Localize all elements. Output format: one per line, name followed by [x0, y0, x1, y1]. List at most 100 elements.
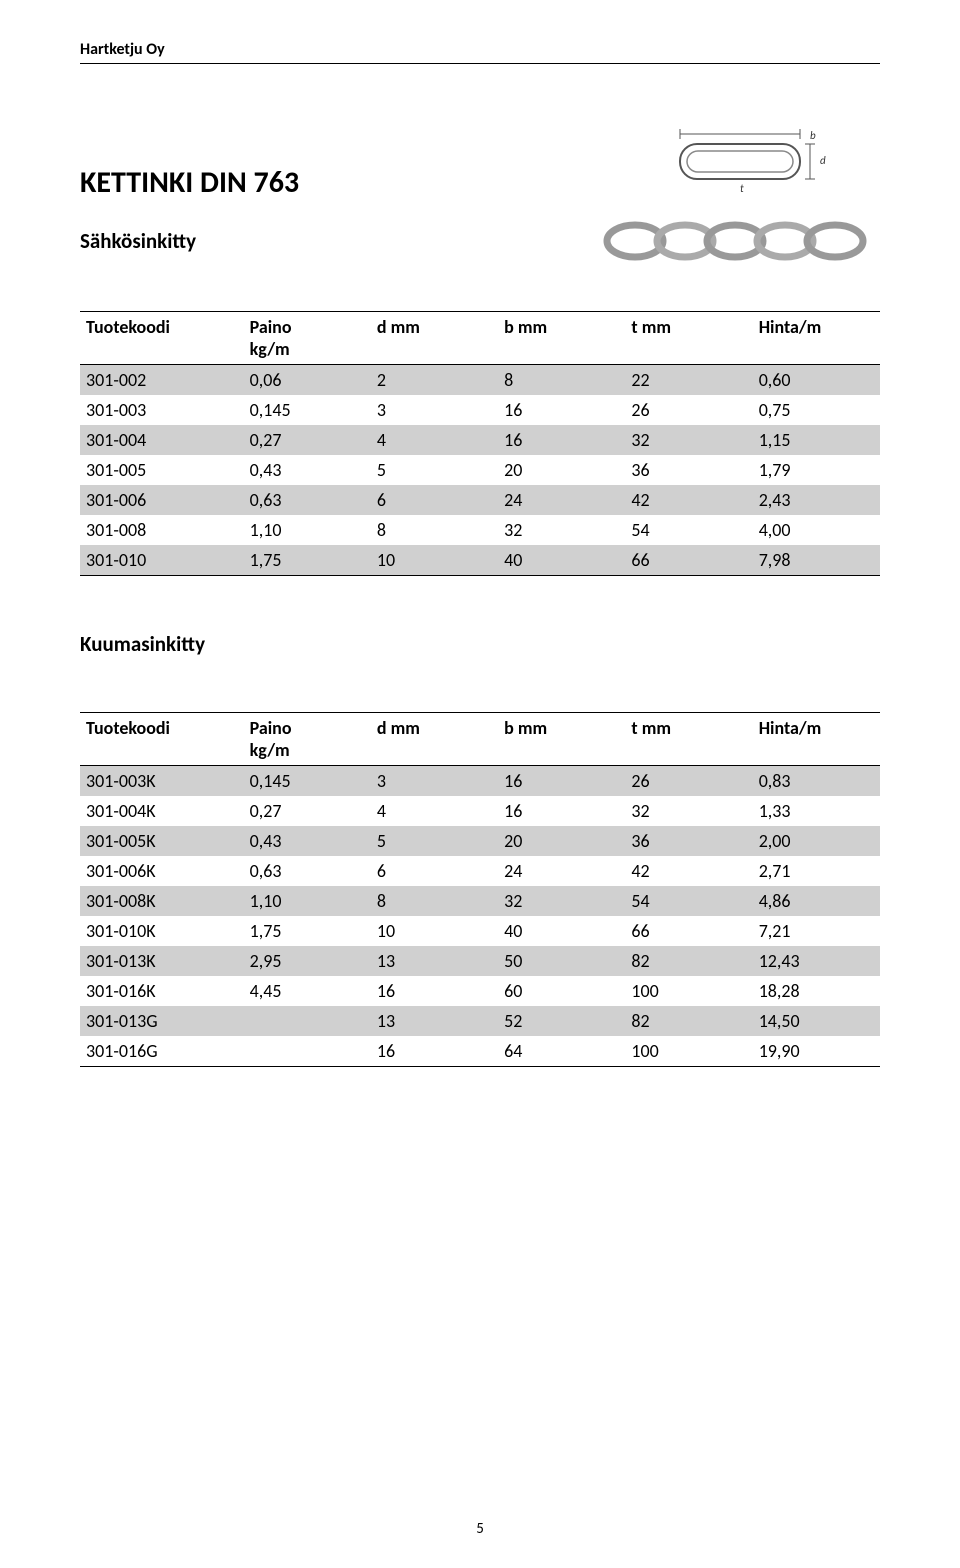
table-cell: 5 [371, 455, 498, 485]
table-cell: 60 [498, 976, 625, 1006]
col-paino-l2: kg/m [250, 338, 290, 360]
table-cell: 0,75 [753, 395, 880, 425]
col-hinta: Hinta/m [753, 312, 880, 365]
table-cell: 16 [498, 425, 625, 455]
table-row: 301-010K1,751040667,21 [80, 916, 880, 946]
col-paino-l1: Paino [250, 316, 292, 338]
table-cell: 1,75 [244, 545, 371, 576]
table-cell: 16 [371, 976, 498, 1006]
table-cell: 2 [371, 365, 498, 396]
table-cell: 8 [498, 365, 625, 396]
table-cell: 8 [371, 886, 498, 916]
table-row: 301-006K0,63624422,71 [80, 856, 880, 886]
col-paino: Paino kg/m [244, 312, 371, 365]
table-cell: 32 [498, 515, 625, 545]
table-row: 301-016G166410019,90 [80, 1036, 880, 1067]
table-kuumasinkitty: Tuotekoodi Paino kg/m d mm b mm t mm Hin… [80, 712, 880, 1067]
table-cell: 301-006K [80, 856, 244, 886]
table-cell: 40 [498, 545, 625, 576]
page: Hartketju Oy KETTINKI DIN 763 b d t Sähk… [0, 0, 960, 1568]
table-cell: 16 [371, 1036, 498, 1067]
table-cell: 2,00 [753, 826, 880, 856]
table-row: 301-004K0,27416321,33 [80, 796, 880, 826]
table-cell: 3 [371, 395, 498, 425]
table-cell: 301-013G [80, 1006, 244, 1036]
table-row: 301-0060,63624422,43 [80, 485, 880, 515]
table-cell: 24 [498, 485, 625, 515]
table-cell: 0,145 [244, 395, 371, 425]
table-cell: 32 [625, 796, 752, 826]
table-cell: 36 [625, 826, 752, 856]
table-cell: 32 [625, 425, 752, 455]
table-row: 301-013K2,9513508212,43 [80, 946, 880, 976]
page-title: KETTINKI DIN 763 [80, 164, 299, 201]
table-cell: 52 [498, 1006, 625, 1036]
table-cell: 0,63 [244, 485, 371, 515]
table-cell: 22 [625, 365, 752, 396]
table-row: 301-008K1,10832544,86 [80, 886, 880, 916]
table-cell: 82 [625, 946, 752, 976]
table-cell: 1,79 [753, 455, 880, 485]
table-cell: 4 [371, 425, 498, 455]
table-cell: 4,45 [244, 976, 371, 1006]
table-cell: 16 [498, 766, 625, 797]
table-cell: 0,60 [753, 365, 880, 396]
table-cell: 19,90 [753, 1036, 880, 1067]
col-t: t mm [625, 312, 752, 365]
table-cell: 0,63 [244, 856, 371, 886]
table-cell: 6 [371, 485, 498, 515]
table-cell: 18,28 [753, 976, 880, 1006]
table-cell: 1,15 [753, 425, 880, 455]
title-row: KETTINKI DIN 763 b d t [80, 114, 880, 201]
table-row: 301-013G13528214,50 [80, 1006, 880, 1036]
col-t: t mm [625, 713, 752, 766]
table-cell [244, 1006, 371, 1036]
table-cell: 4,86 [753, 886, 880, 916]
table-cell: 301-006 [80, 485, 244, 515]
table-cell: 0,83 [753, 766, 880, 797]
table-cell: 1,33 [753, 796, 880, 826]
col-hinta: Hinta/m [753, 713, 880, 766]
page-number: 5 [476, 1520, 484, 1538]
table-cell: 301-004K [80, 796, 244, 826]
table-cell: 3 [371, 766, 498, 797]
table-cell: 54 [625, 886, 752, 916]
col-paino-l2: kg/m [250, 739, 290, 761]
table-cell: 0,43 [244, 455, 371, 485]
table-cell: 2,71 [753, 856, 880, 886]
table-cell: 13 [371, 946, 498, 976]
table-cell: 0,43 [244, 826, 371, 856]
table-row: 301-0040,27416321,15 [80, 425, 880, 455]
col-d: d mm [371, 312, 498, 365]
table-cell: 301-004 [80, 425, 244, 455]
table-header-row: Tuotekoodi Paino kg/m d mm b mm t mm Hin… [80, 713, 880, 766]
table-cell: 66 [625, 545, 752, 576]
svg-text:d: d [820, 154, 826, 167]
table-cell: 12,43 [753, 946, 880, 976]
table-row: 301-0101,751040667,98 [80, 545, 880, 576]
table-cell: 66 [625, 916, 752, 946]
table-cell: 10 [371, 545, 498, 576]
table-cell: 32 [498, 886, 625, 916]
table-cell: 5 [371, 826, 498, 856]
table-cell: 50 [498, 946, 625, 976]
table-row: 301-0030,145316260,75 [80, 395, 880, 425]
table-cell: 4 [371, 796, 498, 826]
table-cell: 42 [625, 485, 752, 515]
table-cell: 2,43 [753, 485, 880, 515]
table-cell: 54 [625, 515, 752, 545]
svg-text:b: b [810, 129, 816, 142]
table-cell: 36 [625, 455, 752, 485]
table-cell: 20 [498, 455, 625, 485]
col-b: b mm [498, 713, 625, 766]
table-sahkosinkitty: Tuotekoodi Paino kg/m d mm b mm t mm Hin… [80, 311, 880, 576]
table-cell: 1,10 [244, 886, 371, 916]
table-cell: 301-010K [80, 916, 244, 946]
table-cell: 301-005K [80, 826, 244, 856]
table-cell: 8 [371, 515, 498, 545]
section2-title: Kuumasinkitty [80, 631, 880, 657]
col-tuotekoodi: Tuotekoodi [80, 312, 244, 365]
chain-link-diagram: b d t [650, 114, 880, 194]
table-cell: 100 [625, 1036, 752, 1067]
table-cell: 301-002 [80, 365, 244, 396]
